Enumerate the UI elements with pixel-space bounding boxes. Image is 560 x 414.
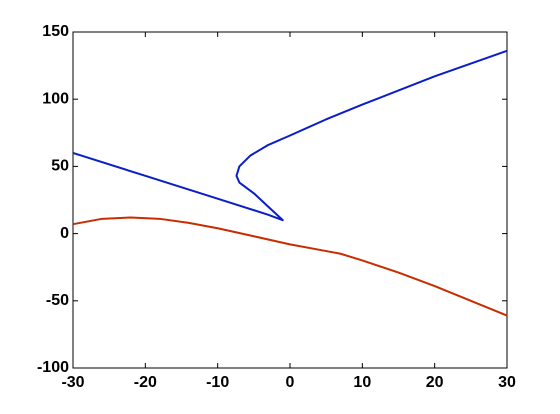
y-tick-label: -100 bbox=[37, 359, 69, 376]
y-tick-label: 50 bbox=[51, 158, 69, 175]
x-tick-label: 10 bbox=[353, 374, 371, 391]
y-tick-label: 150 bbox=[42, 23, 69, 40]
line-series bbox=[72, 216, 508, 317]
x-tick-label: -10 bbox=[206, 374, 229, 391]
y-tick-label: 0 bbox=[60, 225, 69, 242]
y-tick-label: -50 bbox=[46, 292, 69, 309]
line-series bbox=[72, 49, 508, 222]
x-tick-label: 30 bbox=[498, 374, 516, 391]
y-tick-label: 100 bbox=[42, 90, 69, 107]
x-tick-label: 20 bbox=[426, 374, 444, 391]
plot-area bbox=[72, 31, 508, 369]
x-tick-label: -20 bbox=[134, 374, 157, 391]
x-tick-label: -30 bbox=[61, 374, 84, 391]
x-tick-label: 0 bbox=[286, 374, 295, 391]
